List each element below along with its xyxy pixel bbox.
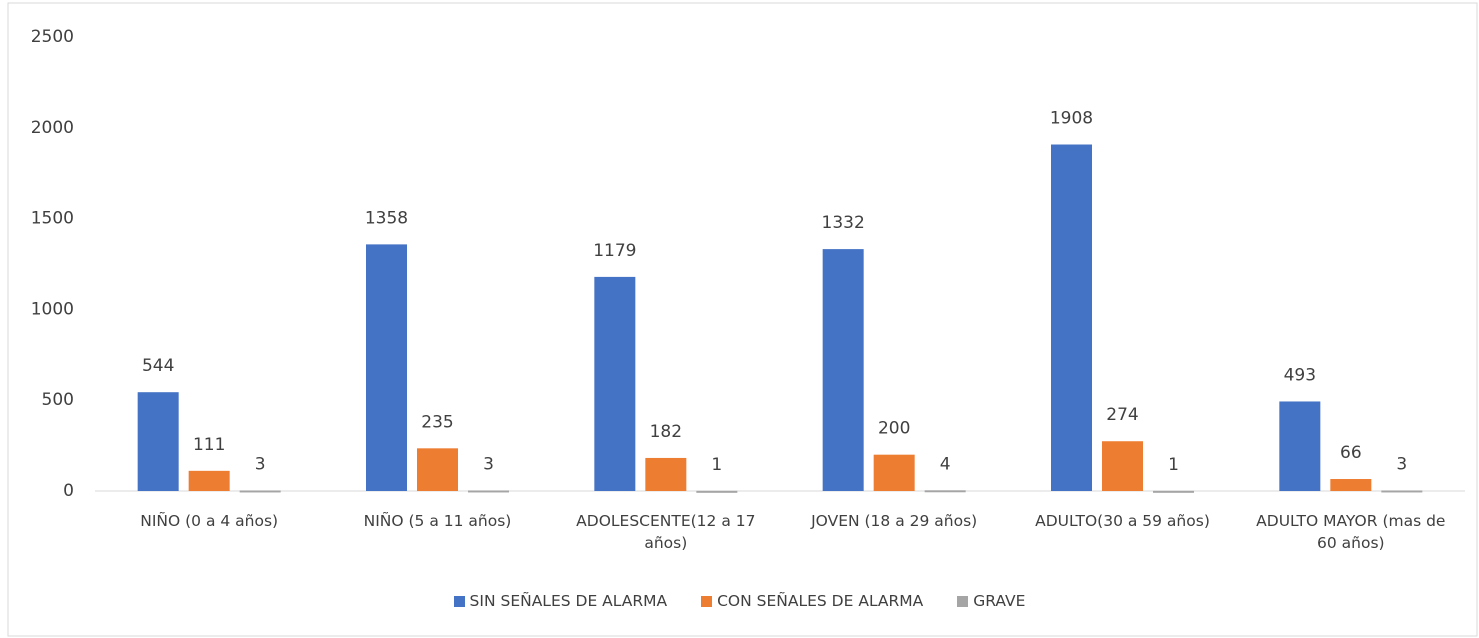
data-label: 235 xyxy=(421,412,453,432)
data-label: 1 xyxy=(1168,455,1179,475)
bar xyxy=(645,457,687,491)
bar xyxy=(366,244,407,491)
bar xyxy=(417,448,458,491)
data-label: 3 xyxy=(255,454,266,474)
data-label: 1908 xyxy=(1050,109,1093,129)
bar xyxy=(1279,401,1321,491)
x-tick-label: ADULTO MAYOR (mas de 60 años) xyxy=(1256,512,1446,552)
bar xyxy=(594,276,636,491)
bar xyxy=(924,490,966,493)
legend-label: SIN SEÑALES DE ALARMA xyxy=(469,592,668,610)
bar xyxy=(1051,144,1092,491)
y-tick-label: 0 xyxy=(63,481,74,501)
bar xyxy=(468,490,509,493)
legend: SIN SEÑALES DE ALARMA CON SEÑALES DE ALAR… xyxy=(0,592,1479,610)
bar xyxy=(696,490,738,493)
bar xyxy=(1153,490,1194,493)
legend-item: SIN SEÑALES DE ALARMA xyxy=(453,592,668,610)
chart-frame xyxy=(7,2,1478,637)
legend-label: GRAVE xyxy=(973,592,1026,610)
y-tick-label: 1500 xyxy=(31,209,74,229)
bar xyxy=(1381,490,1423,493)
data-label: 1 xyxy=(711,455,722,475)
bar xyxy=(822,249,864,491)
data-label: 66 xyxy=(1340,443,1362,463)
legend-item: CON SEÑALES DE ALARMA xyxy=(701,592,923,610)
data-label: 200 xyxy=(878,419,910,439)
data-label: 274 xyxy=(1106,405,1138,425)
x-tick-label: ADULTO(30 a 59 años) xyxy=(1035,512,1210,530)
data-label: 3 xyxy=(483,454,494,474)
data-label: 1332 xyxy=(822,213,865,233)
y-tick-label: 2000 xyxy=(31,118,74,138)
x-tick-label: NIÑO (5 a 11 años) xyxy=(363,512,512,530)
bar xyxy=(188,470,230,491)
bar xyxy=(873,454,915,491)
legend-label: CON SEÑALES DE ALARMA xyxy=(717,592,924,610)
bar xyxy=(1330,479,1372,491)
data-label: 111 xyxy=(193,435,225,455)
data-label: 1358 xyxy=(365,208,408,228)
y-tick-label: 2500 xyxy=(31,27,74,47)
legend-item: GRAVE xyxy=(957,592,1025,610)
x-tick-label: JOVEN (18 a 29 años) xyxy=(811,512,978,530)
data-label: 4 xyxy=(940,454,951,474)
legend-swatch xyxy=(957,595,969,607)
legend-swatch xyxy=(701,595,713,607)
y-tick-label: 1000 xyxy=(31,299,74,319)
bar xyxy=(1102,441,1143,491)
x-tick-label: ADOLESCENTE(12 a 17 años) xyxy=(576,512,756,552)
x-tick-label: NIÑO (0 a 4 años) xyxy=(140,512,279,530)
data-label: 544 xyxy=(142,356,174,376)
data-label: 1179 xyxy=(593,241,636,261)
legend-swatch xyxy=(453,595,465,607)
data-label: 493 xyxy=(1284,365,1316,385)
y-tick-label: 500 xyxy=(42,390,74,410)
data-label: 182 xyxy=(650,422,682,442)
data-label: 3 xyxy=(1396,454,1407,474)
bar xyxy=(137,392,179,491)
bar xyxy=(239,490,281,493)
